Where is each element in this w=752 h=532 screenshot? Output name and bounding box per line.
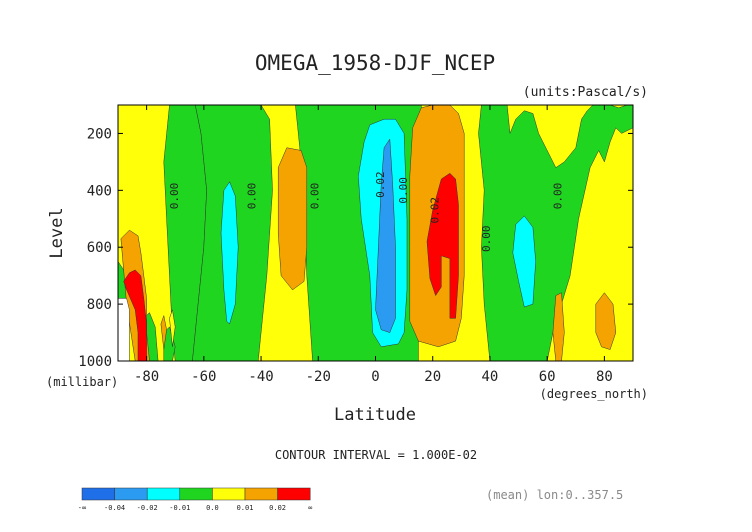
contour-region — [160, 314, 167, 350]
contour-region — [426, 172, 459, 319]
chart-title: OMEGA_1958-DJF_NCEP — [255, 51, 495, 75]
colorbar-label: ∞ — [308, 504, 312, 512]
x-axis-label: Latitude — [334, 405, 416, 425]
contour-region — [123, 269, 147, 361]
colorbar-label: -0.04 — [104, 504, 125, 512]
contour-region — [118, 298, 130, 361]
contour-region — [277, 147, 308, 291]
y-tick-label: 600 — [87, 240, 112, 256]
contour-value-label: 0.00 — [168, 183, 181, 210]
colorbar-label: 0.0 — [206, 504, 219, 512]
contour-region — [512, 215, 536, 308]
colorbar-label: 0.01 — [237, 504, 254, 512]
contour-interval-text: CONTOUR INTERVAL = 1.000E-02 — [275, 448, 477, 462]
contour-fill-layer — [118, 105, 633, 361]
x-tick-label: -80 — [134, 369, 159, 385]
colorbar-swatch — [212, 487, 246, 501]
y-tick-label: 200 — [87, 126, 112, 142]
colorbar-swatch — [81, 487, 115, 501]
contour-region — [163, 326, 176, 361]
contour-value-label: 0.00 — [245, 183, 258, 210]
x-tick-label: 80 — [596, 369, 613, 385]
contour-region — [375, 138, 396, 333]
colorbar: -∞ -0.04 -0.02 -0.01 0.0 0.01 0.02 ∞ — [78, 487, 312, 512]
contour-label-layer: 0.00 0.00 0.00 0.02 0.00 0.02 0.00 0.00 — [168, 171, 564, 252]
x-unit-label: (degrees_north) — [540, 387, 648, 401]
colorbar-label: -0.01 — [169, 504, 190, 512]
colorbar-swatch — [244, 487, 278, 501]
y-unit-label: (millibar) — [46, 375, 118, 389]
contour-region — [220, 181, 239, 325]
x-tick-label: 60 — [539, 369, 556, 385]
contour-value-label: 0.00 — [551, 183, 564, 210]
axis-layer: -80 -60 -40 -20 0 20 40 60 80 200 400 600 800 1000 — [78, 105, 633, 385]
contour-region — [169, 309, 176, 347]
colorbar-swatch — [114, 487, 148, 501]
y-tick-label: 400 — [87, 183, 112, 199]
y-tick-label: 1000 — [78, 354, 112, 370]
contour-region — [552, 292, 565, 361]
contour-value-label: 0.02 — [374, 171, 387, 198]
x-tick-label: 20 — [424, 369, 441, 385]
colorbar-label: 0.02 — [269, 504, 286, 512]
contour-region — [478, 105, 633, 361]
x-tick-label: -60 — [191, 369, 216, 385]
contour-value-label: 0.00 — [480, 225, 493, 252]
x-tick-label: -20 — [306, 369, 331, 385]
colorbar-label: -0.02 — [137, 504, 158, 512]
contour-value-label: 0.00 — [397, 177, 410, 204]
colorbar-label: -∞ — [78, 504, 86, 512]
x-tick-label: -40 — [248, 369, 273, 385]
x-tick-label: 0 — [371, 369, 379, 385]
y-axis-label: Level — [47, 207, 67, 258]
colorbar-swatch — [277, 487, 311, 501]
mean-text: (mean) lon:0..357.5 — [486, 488, 623, 502]
contour-value-label: 0.00 — [308, 183, 321, 210]
x-tick-label: 40 — [482, 369, 499, 385]
units-label: (units:Pascal/s) — [523, 85, 648, 100]
contour-value-label: 0.02 — [428, 197, 441, 224]
colorbar-swatch — [179, 487, 213, 501]
y-tick-label: 800 — [87, 297, 112, 313]
colorbar-swatch — [146, 487, 181, 501]
contour-region — [595, 292, 617, 350]
